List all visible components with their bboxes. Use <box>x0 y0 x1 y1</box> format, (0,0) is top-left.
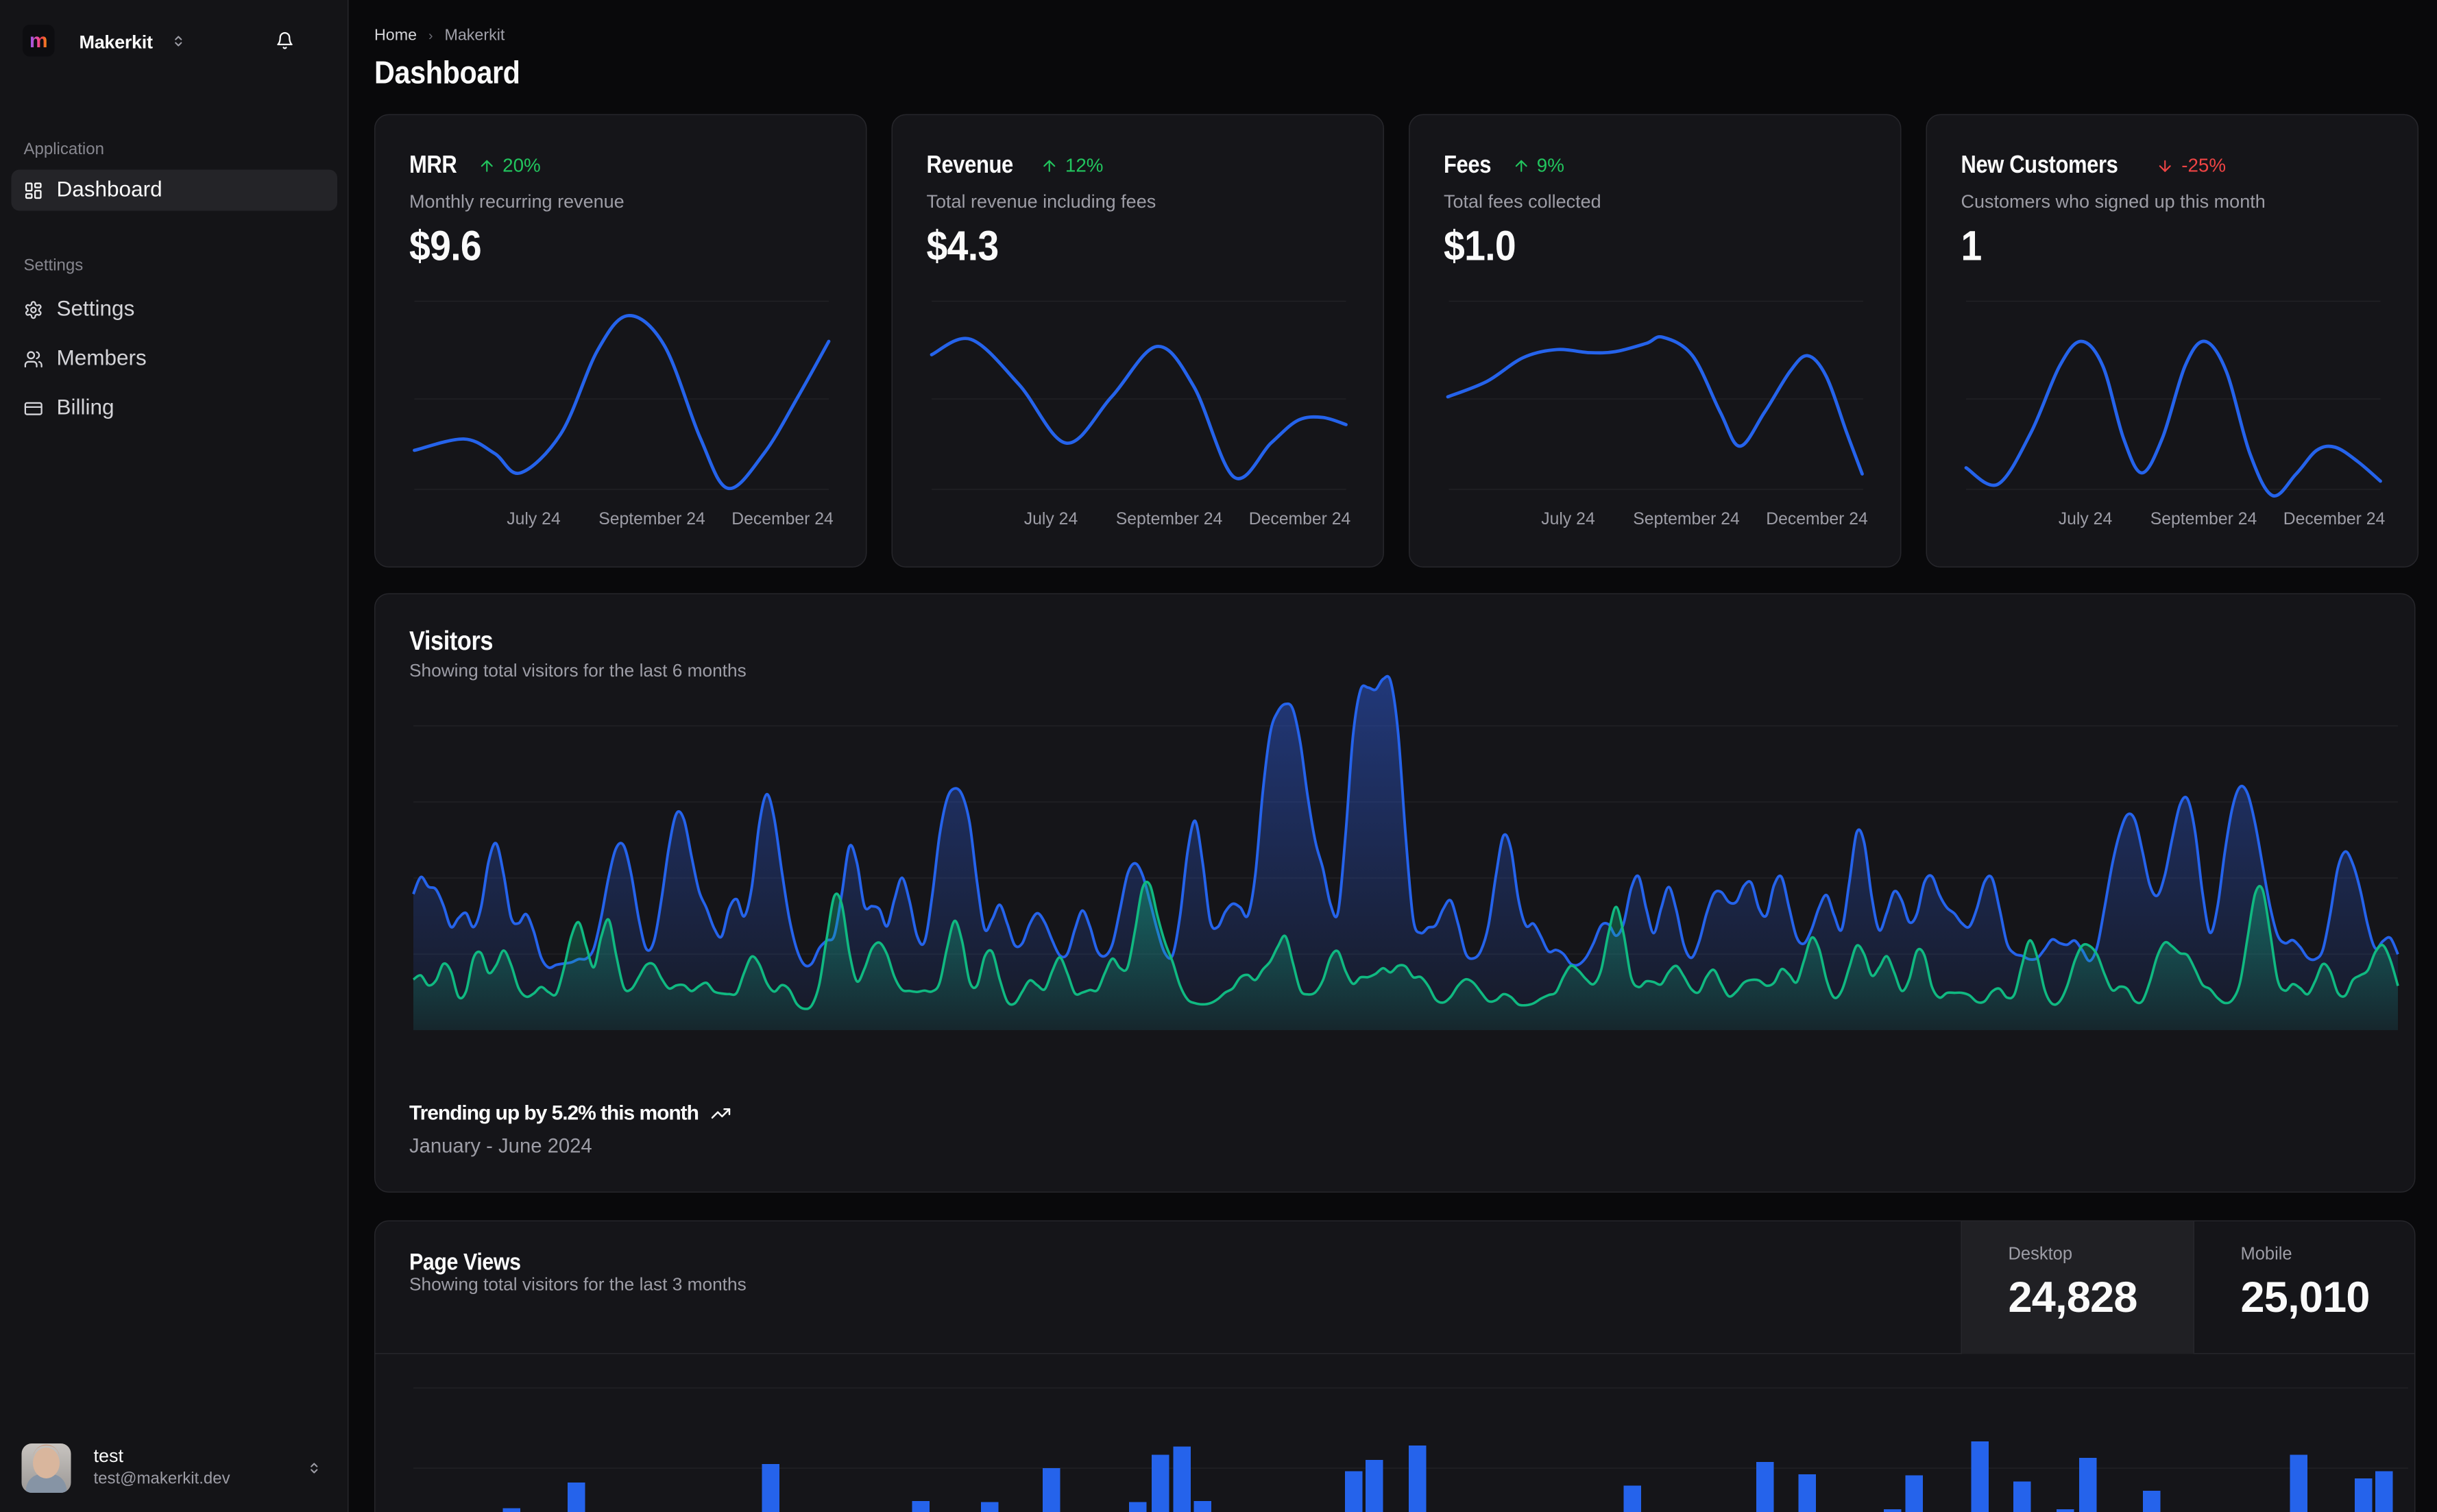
svg-text:m: m <box>29 29 48 52</box>
